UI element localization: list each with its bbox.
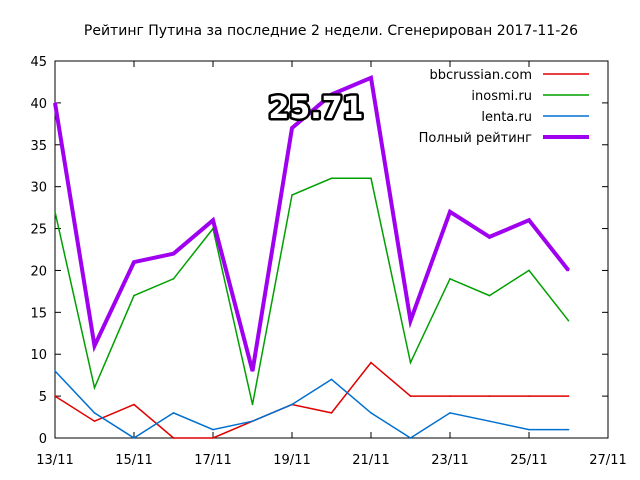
x-tick-label: 23/11 (431, 453, 468, 468)
series-line-3 (53, 74, 571, 372)
data-point (251, 370, 254, 372)
plot-frame (54, 60, 609, 439)
data-point (133, 261, 135, 263)
x-tick-label: 19/11 (273, 453, 310, 468)
data-point (172, 437, 175, 439)
data-point (528, 428, 530, 431)
x-tick-label: 25/11 (510, 453, 547, 468)
legend: bbcrussian.com inosmi.ru lenta.ru Полный ре… (419, 68, 589, 146)
data-point (370, 177, 372, 180)
y-tick-label: 15 (30, 306, 47, 321)
y-tick-label: 10 (30, 348, 47, 363)
y-tick-label: 40 (30, 97, 47, 112)
data-point (409, 395, 412, 397)
series-line-2 (54, 370, 569, 439)
data-point (370, 76, 372, 79)
data-point (409, 361, 412, 364)
data-point (133, 437, 135, 439)
data-point (133, 403, 135, 406)
data-point (370, 412, 372, 414)
y-tick-label: 30 (30, 181, 47, 196)
x-tick-label: 17/11 (194, 453, 231, 468)
data-point (54, 395, 56, 397)
data-point (528, 219, 530, 221)
data-point (528, 269, 530, 272)
y-tick-label: 20 (30, 264, 47, 279)
data-point (528, 395, 530, 397)
chart-title: Рейтинг Путина за последние 2 недели. Сг… (84, 23, 578, 39)
data-point (330, 378, 333, 381)
legend-label: bbcrussian.com (430, 68, 533, 83)
data-point (93, 386, 96, 389)
data-point (449, 412, 451, 414)
data-point (212, 437, 214, 439)
data-point (488, 236, 491, 238)
data-point (172, 412, 175, 414)
data-point (409, 437, 412, 439)
legend-label: inosmi.ru (471, 89, 532, 104)
data-point (488, 420, 491, 423)
axes: 0 5 10 15 20 25 30 35 40 45 13/11 15/11 17/11 19/11 21… (30, 55, 626, 468)
rating-overlay-value: 25.71 (269, 91, 364, 126)
data-point (54, 211, 56, 213)
y-tick-label: 45 (30, 55, 47, 70)
data-point (330, 177, 333, 180)
data-point (93, 412, 96, 414)
data-point (330, 93, 333, 96)
data-point (488, 395, 491, 397)
data-point (251, 403, 254, 406)
data-point (251, 420, 254, 423)
data-point (567, 269, 570, 272)
data-point (567, 428, 570, 431)
y-tick-label: 0 (39, 432, 47, 447)
data-point (370, 361, 372, 364)
series-line-1 (54, 177, 570, 405)
x-tick-label: 27/11 (589, 453, 626, 468)
x-tick-label: 21/11 (352, 453, 389, 468)
y-tick-label: 25 (30, 223, 47, 238)
data-point (212, 428, 214, 431)
x-tick-label: 13/11 (36, 453, 73, 468)
data-point (449, 211, 451, 213)
y-tick-label: 35 (30, 139, 47, 154)
x-tick-label: 15/11 (115, 453, 152, 468)
legend-label: Полный рейтинг (419, 131, 533, 146)
data-point (449, 395, 451, 397)
data-point (567, 319, 570, 322)
data-point (330, 412, 333, 414)
data-point (291, 127, 293, 129)
data-point (409, 319, 412, 322)
series-layer (53, 74, 571, 439)
data-point (567, 395, 570, 397)
data-point (54, 102, 56, 104)
data-point (133, 294, 135, 297)
data-point (449, 278, 451, 280)
data-point (291, 403, 293, 406)
data-point (54, 370, 56, 372)
y-tick-label: 5 (39, 390, 47, 405)
legend-label: lenta.ru (481, 110, 532, 125)
data-point (488, 294, 491, 297)
data-point (93, 420, 96, 423)
data-point (93, 345, 96, 347)
data-point (291, 194, 293, 196)
data-point (172, 278, 175, 280)
series-line-0 (54, 361, 569, 439)
data-point (172, 252, 175, 255)
data-point (212, 219, 214, 221)
